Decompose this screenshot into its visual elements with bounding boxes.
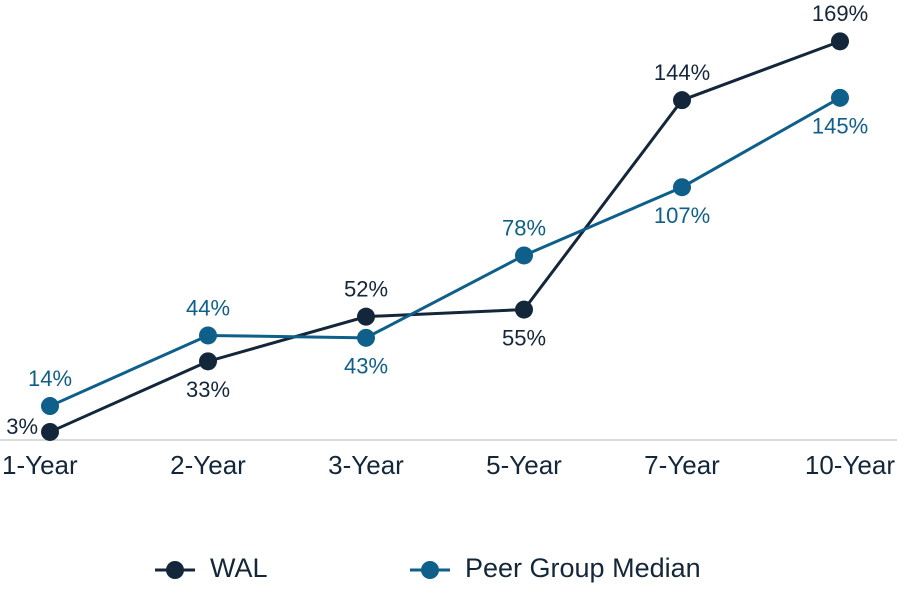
- data-label: 52%: [344, 276, 388, 301]
- data-point: [199, 352, 217, 371]
- data-label: 169%: [812, 1, 868, 26]
- data-point: [673, 91, 691, 110]
- data-label: 14%: [28, 366, 72, 391]
- data-label: 55%: [502, 325, 546, 350]
- data-point: [41, 422, 59, 441]
- data-point: [673, 178, 691, 197]
- data-label: 3%: [6, 414, 38, 439]
- series-line: [49, 96, 841, 408]
- data-point: [41, 397, 59, 416]
- data-label: 43%: [344, 354, 388, 379]
- data-label: 78%: [502, 215, 546, 240]
- data-point: [831, 88, 849, 107]
- data-label: 44%: [186, 295, 230, 320]
- data-label: 33%: [186, 377, 230, 402]
- data-point: [357, 328, 375, 347]
- legend-marker: [421, 561, 439, 579]
- data-point: [831, 32, 849, 51]
- x-tick-label: 5-Year: [486, 450, 562, 480]
- data-label: 107%: [654, 203, 710, 228]
- x-tick-label: 10-Year: [805, 450, 895, 480]
- data-point: [199, 326, 217, 345]
- legend-label: Peer Group Median: [465, 553, 701, 583]
- x-tick-label: 2-Year: [170, 450, 246, 480]
- data-point: [515, 246, 533, 265]
- data-label: 144%: [654, 60, 710, 85]
- x-tick-label: 1-Year: [2, 450, 78, 480]
- data-label: 145%: [812, 114, 868, 139]
- data-point: [515, 300, 533, 319]
- x-tick-label: 7-Year: [644, 450, 720, 480]
- legend-label: WAL: [210, 553, 268, 583]
- data-point: [357, 307, 375, 326]
- legend-marker: [166, 561, 184, 579]
- x-tick-label: 3-Year: [328, 450, 404, 480]
- series-line: [49, 39, 841, 434]
